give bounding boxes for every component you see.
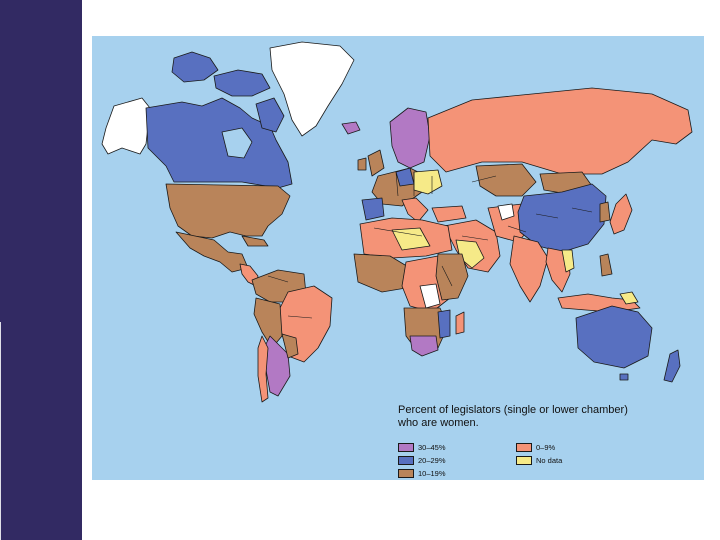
region-turkey — [431, 205, 467, 223]
region-iberia — [361, 197, 385, 221]
region-canada-arctic — [171, 51, 219, 83]
region-philippines — [599, 253, 613, 277]
side-band — [0, 0, 82, 540]
legend-item-30-45: 30–45% — [398, 442, 446, 452]
legend-item-no-data: No data — [516, 455, 562, 465]
legend-label-no-data: No data — [536, 455, 563, 465]
legend-title: Percent of legislators (single or lower … — [398, 404, 628, 429]
region-hudson-bay — [221, 127, 253, 159]
legend-swatch-20-29 — [398, 455, 414, 465]
region-south-africa — [409, 335, 439, 357]
legend-label-10-19: 10–19% — [418, 468, 446, 478]
region-iceland — [341, 121, 361, 135]
region-eastern-europe — [413, 169, 443, 195]
region-usa — [165, 183, 291, 239]
side-band-edge — [0, 322, 1, 540]
region-canada-arctic-2 — [213, 69, 271, 97]
legend-swatch-10-19 — [398, 468, 414, 478]
region-east-africa — [435, 253, 469, 301]
region-west-africa — [353, 253, 411, 293]
region-afghanistan — [497, 203, 515, 221]
region-uruguay-paraguay — [281, 333, 299, 359]
region-alaska — [101, 97, 151, 155]
legend-label-20-29: 20–29% — [418, 455, 446, 465]
region-russia — [427, 87, 693, 175]
region-australia — [575, 305, 653, 369]
region-kazakhstan — [475, 163, 537, 197]
legend-label-0-9: 0–9% — [536, 442, 556, 452]
legend-swatch-0-9 — [516, 442, 532, 452]
region-china — [517, 183, 607, 253]
country-borders — [267, 171, 593, 319]
map-legend: Percent of legislators (single or lower … — [398, 404, 658, 478]
region-caribbean — [241, 235, 269, 247]
region-mexico — [175, 231, 249, 273]
region-sahara — [391, 227, 431, 251]
legend-item-0-9: 0–9% — [516, 442, 555, 452]
region-madagascar — [455, 311, 465, 335]
region-chile — [257, 335, 269, 403]
region-canada-baffin — [255, 97, 285, 133]
region-mozambique — [437, 309, 451, 339]
legend-swatch-no-data — [516, 455, 532, 465]
world-map — [92, 36, 704, 480]
world-map-svg — [101, 41, 693, 403]
legend-swatch-30-45 — [398, 442, 414, 452]
region-indonesia-east — [619, 291, 639, 305]
region-canada — [145, 97, 293, 189]
legend-grid: 30–45% 20–29% 10–19% 0–9% No data — [398, 442, 658, 486]
legend-item-20-29: 20–29% — [398, 455, 446, 465]
region-drc — [419, 283, 441, 309]
legend-item-10-19: 10–19% — [398, 468, 446, 478]
region-tasmania — [619, 373, 629, 381]
region-uk — [367, 149, 385, 177]
legend-label-30-45: 30–45% — [418, 442, 446, 452]
region-india — [509, 235, 549, 303]
region-ireland — [357, 157, 367, 171]
region-scandinavia — [389, 107, 431, 169]
region-italy-balkans — [401, 197, 429, 223]
region-korea — [599, 201, 611, 223]
region-greenland — [269, 41, 355, 137]
region-new-zealand — [663, 349, 681, 383]
region-japan — [609, 193, 633, 235]
region-vietnam — [561, 249, 575, 273]
